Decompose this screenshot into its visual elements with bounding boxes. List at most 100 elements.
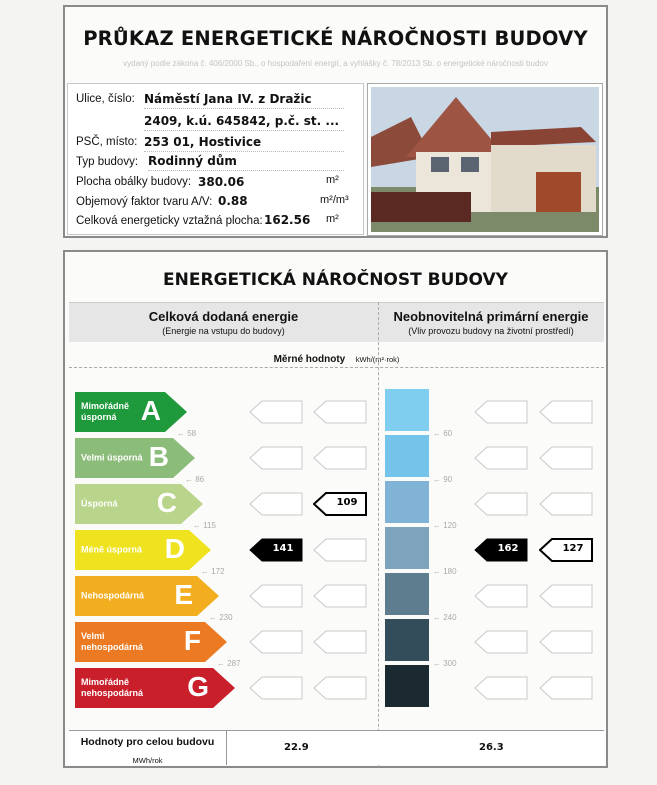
totals-row: Hodnoty pro celou budovu MWh/rok 22.9 26…	[69, 730, 604, 765]
class-letter: G	[187, 671, 209, 702]
class-threshold: ← 58	[177, 429, 197, 438]
threshold-value: 172	[211, 567, 225, 576]
energy-class-b: Velmi úsporná B	[75, 438, 195, 478]
primary-scale-segment	[385, 619, 429, 661]
specific-values-unit: kWh/(m²·rok)	[355, 355, 400, 364]
primary-reference-slot	[539, 676, 593, 700]
totals-label: Hodnoty pro celou budovu	[80, 736, 215, 748]
building-photo	[367, 83, 603, 236]
delivered-actual-slot	[249, 492, 303, 516]
totals-unit: MWh/rok	[132, 756, 163, 765]
area-value: 380.06	[198, 175, 245, 189]
delivered-reference-slot	[313, 446, 367, 470]
primary-reference-slot	[539, 630, 593, 654]
primary-threshold: ← 300	[433, 659, 457, 668]
threshold-value: 86	[195, 475, 205, 484]
street-label: Ulice, číslo:	[76, 93, 135, 105]
delivered-reference-slot	[313, 676, 367, 700]
area-unit: m²	[326, 174, 339, 186]
energy-class-e: Nehospodárná E	[75, 576, 219, 616]
class-threshold: ← 230	[209, 613, 233, 622]
primary-scale-segment	[385, 665, 429, 707]
class-label: Nehospodárná	[81, 590, 145, 601]
primary-threshold: ← 180	[433, 567, 457, 576]
area-label: Plocha obálky budovy:	[76, 176, 192, 188]
street-line1: Náměstí Jana IV. z Dražic	[144, 92, 312, 106]
class-letter: A	[140, 395, 161, 426]
primary-reference-slot	[539, 584, 593, 608]
class-letter: C	[156, 487, 177, 518]
primary-threshold-value: 180	[443, 567, 457, 576]
delivered-reference-slot	[313, 584, 367, 608]
threshold-value: 230	[219, 613, 233, 622]
primary-actual-slot	[474, 584, 528, 608]
primary-actual-slot	[474, 400, 528, 424]
total-delivered-value: 22.9	[284, 742, 309, 753]
delivered-actual-slot	[249, 676, 303, 700]
specific-values-label: Měrné hodnoty	[273, 354, 346, 365]
delivered-actual-slot-value: 141	[272, 543, 294, 554]
delivered-actual-slot	[249, 630, 303, 654]
class-label: Mimořádně nehospodárná	[81, 677, 144, 698]
energy-title: ENERGETICKÁ NÁROČNOST BUDOVY	[163, 270, 508, 290]
class-threshold: ← 86	[185, 475, 205, 484]
primary-scale-segment	[385, 481, 429, 523]
primary-reference-slot	[539, 446, 593, 470]
primary-reference-slot	[539, 492, 593, 516]
primary-actual-slot: 162	[474, 538, 528, 562]
energy-class-g: Mimořádně nehospodárná G	[75, 668, 235, 708]
factor-value: 0.88	[218, 194, 248, 208]
certificate-header-panel: PRŮKAZ ENERGETICKÉ NÁROČNOSTI BUDOVY vyd…	[63, 5, 608, 238]
primary-threshold: ← 90	[433, 475, 453, 484]
energy-class-f: Velmi nehospodárná F	[75, 622, 227, 662]
primary-scale-segment	[385, 527, 429, 569]
energy-class-c: Úsporná C	[75, 484, 203, 524]
class-label: Úsporná	[81, 498, 118, 509]
delivered-reference-slot	[313, 538, 367, 562]
class-label: Velmi nehospodárná	[81, 631, 144, 652]
primary-reference-slot: 127	[539, 538, 593, 562]
psc-label: PSČ, místo:	[76, 136, 138, 148]
primary-actual-slot	[474, 446, 528, 470]
primary-threshold-value: 60	[443, 429, 453, 438]
primary-subheading: (Vliv provozu budovy na životní prostřed…	[408, 326, 574, 336]
delivered-actual-slot	[249, 584, 303, 608]
factor-label: Objemový faktor tvaru A/V:	[76, 196, 213, 208]
energy-class-d: Méně úsporná D	[75, 530, 211, 570]
threshold-value: 58	[187, 429, 197, 438]
class-letter: F	[183, 625, 201, 656]
energy-class-scale: Mimořádně úsporná A ← 58 ← 60 Velmi úsporná B…	[65, 252, 606, 766]
class-label: Méně úsporná	[81, 544, 143, 555]
primary-threshold-value: 300	[443, 659, 457, 668]
threshold-value: 287	[227, 659, 241, 668]
delivered-reference-slot	[313, 400, 367, 424]
primary-scale-segment	[385, 573, 429, 615]
delivered-actual-slot	[249, 446, 303, 470]
primary-scale-segment	[385, 389, 429, 431]
delivered-reference-slot: 109	[313, 492, 367, 516]
ref-area-label: Celková energeticky vztažná plocha:	[76, 215, 263, 227]
delivered-actual-slot: 141	[249, 538, 303, 562]
delivered-heading: Celková dodaná energie	[148, 309, 299, 324]
primary-reference-slot	[539, 400, 593, 424]
type-value: Rodinný dům	[148, 154, 237, 168]
certificate-title: PRŮKAZ ENERGETICKÉ NÁROČNOSTI BUDOVY	[83, 27, 588, 50]
primary-scale-segment	[385, 435, 429, 477]
energy-class-a: Mimořádně úsporná A	[75, 392, 187, 432]
column-divider	[378, 302, 379, 767]
class-letter: B	[148, 441, 169, 472]
certificate-subtitle: vydaný podle zákona č. 406/2000 Sb., o h…	[123, 59, 548, 68]
threshold-value: 115	[203, 521, 216, 530]
class-label: Mimořádně úsporná	[81, 401, 130, 422]
delivered-reference-slot-value: 109	[336, 497, 358, 508]
energy-performance-panel: ENERGETICKÁ NÁROČNOST BUDOVY Celková dod…	[63, 250, 608, 768]
street-line2: 2409, k.ú. 645842, p.č. st. ...	[144, 114, 340, 128]
delivered-subheading: (Energie na vstupu do budovy)	[162, 326, 285, 336]
ref-area-value: 162.56	[264, 213, 311, 227]
primary-reference-slot-value: 127	[562, 543, 584, 554]
class-letter: E	[174, 579, 193, 610]
primary-actual-slot	[474, 630, 528, 654]
building-info: Ulice, číslo: Náměstí Jana IV. z Dražic …	[67, 83, 364, 235]
primary-threshold-value: 90	[443, 475, 453, 484]
delivered-actual-slot	[249, 400, 303, 424]
